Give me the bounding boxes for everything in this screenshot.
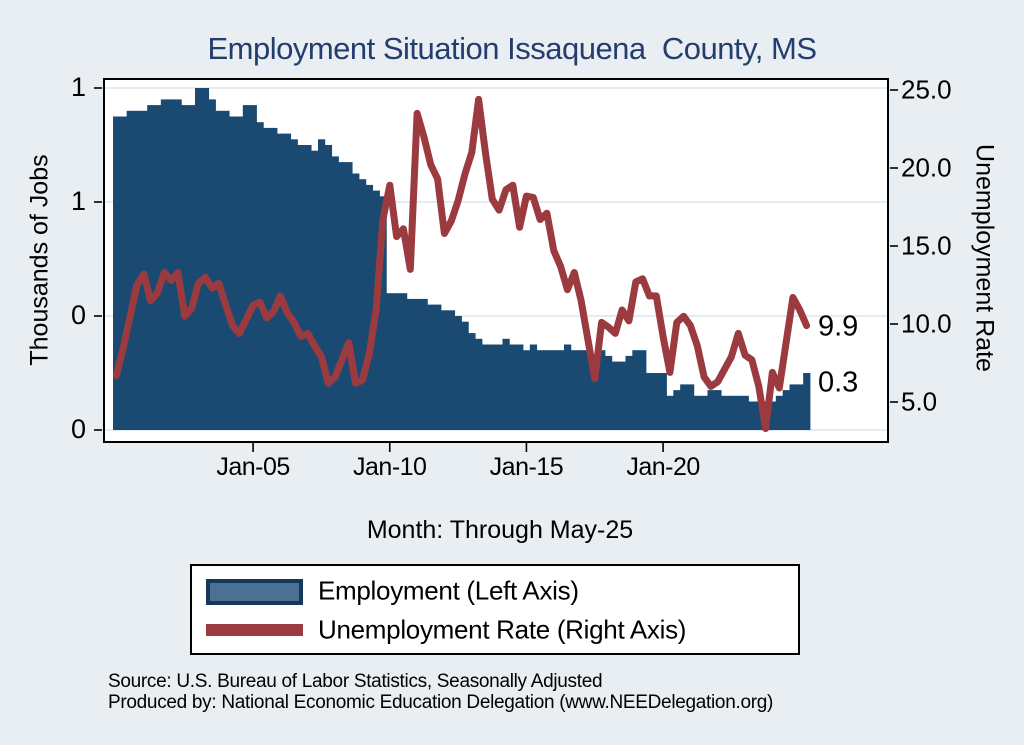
source-note: Source: U.S. Bureau of Labor Statistics,…	[108, 671, 603, 692]
legend-swatch-unemployment-line	[206, 624, 303, 636]
right-axis-tick-label: 20.0	[901, 152, 952, 183]
x-axis-tick-label: Jan-20	[626, 453, 700, 481]
right-axis-tick-label: 15.0	[901, 230, 952, 261]
left-axis-tick-label: 1	[70, 71, 86, 102]
left-axis-tick-label: 0	[70, 299, 86, 330]
chart-title: Employment Situation Issaquena County, M…	[207, 31, 817, 66]
left-axis-tick-label: 0	[70, 413, 86, 444]
left-axis-tick-label: 1	[70, 185, 86, 216]
right-axis-tick-label: 25.0	[901, 74, 952, 105]
legend-box: Employment (Left Axis) Unemployment Rate…	[190, 564, 800, 655]
right-axis-tick-label: 5.0	[901, 386, 938, 417]
x-axis-tick-label: Jan-15	[489, 453, 564, 481]
x-axis-title: Month: Through May-25	[366, 516, 634, 544]
last-value-label-employment: 0.3	[818, 366, 859, 399]
legend-label-employment: Employment (Left Axis)	[318, 575, 579, 606]
produced-by-note: Produced by: National Economic Education…	[108, 692, 774, 713]
right-axis-title: Unemployment Rate	[970, 144, 999, 372]
right-axis-tick-label: 10.0	[901, 308, 952, 339]
x-axis-tick-label: Jan-10	[353, 453, 427, 481]
x-axis-tick-label: Jan-05	[216, 453, 290, 481]
last-value-label-unemployment: 9.9	[818, 310, 859, 343]
legend-swatch-employment-bar	[206, 579, 303, 605]
legend-label-unemployment: Unemployment Rate (Right Axis)	[318, 614, 687, 645]
